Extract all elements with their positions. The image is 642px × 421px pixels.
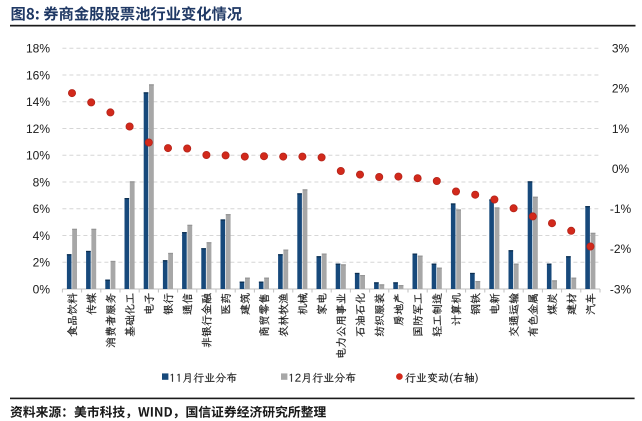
svg-text:14%: 14% — [26, 95, 50, 109]
svg-text:0%: 0% — [33, 282, 51, 296]
svg-text:-2%: -2% — [610, 242, 632, 256]
svg-text:3%: 3% — [612, 42, 630, 56]
svg-text:-1%: -1% — [610, 202, 632, 216]
svg-text:2%: 2% — [612, 82, 630, 96]
svg-text:4%: 4% — [33, 229, 51, 243]
svg-text:1%: 1% — [612, 122, 630, 136]
svg-text:8%: 8% — [33, 175, 51, 189]
svg-text:18%: 18% — [26, 42, 50, 56]
svg-text:10%: 10% — [26, 149, 50, 163]
svg-text:0%: 0% — [612, 162, 630, 176]
svg-text:-3%: -3% — [610, 282, 632, 296]
svg-text:6%: 6% — [33, 202, 51, 216]
svg-text:2%: 2% — [33, 256, 51, 270]
svg-text:12%: 12% — [26, 122, 50, 136]
svg-text:16%: 16% — [26, 68, 50, 82]
